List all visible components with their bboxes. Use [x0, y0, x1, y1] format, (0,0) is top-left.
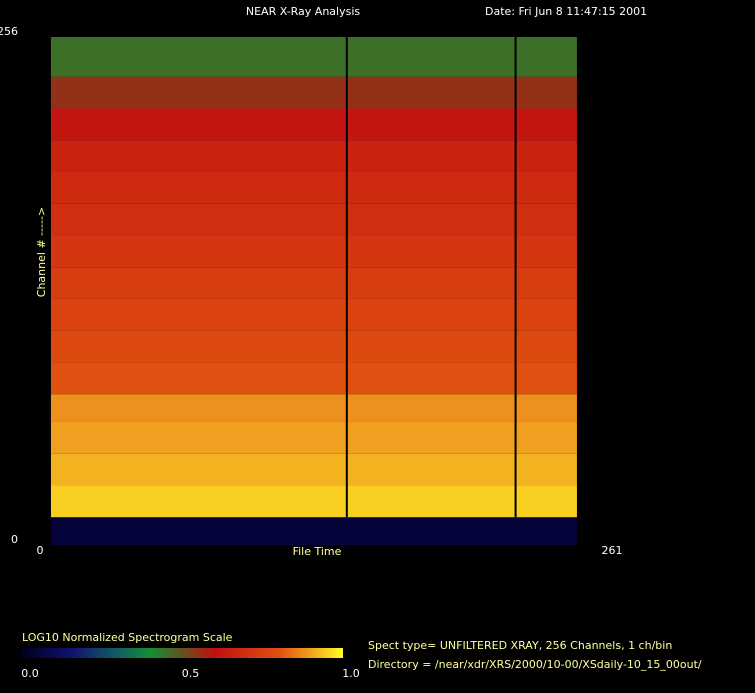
x-tick-label: 0 [37, 544, 44, 557]
spectrogram-band [50, 140, 577, 172]
spectrogram-band [50, 235, 577, 268]
info-line: Directory = /near/xdr/XRS/2000/10-00/XSd… [368, 658, 702, 671]
spectrogram-band [50, 517, 577, 545]
spectrogram-band [50, 171, 577, 204]
x-tick-label: 261 [602, 544, 623, 557]
spectrogram-band [50, 453, 577, 486]
y-tick-label: 256 [0, 25, 18, 38]
spectrogram-band [50, 485, 577, 518]
spectrogram-band [50, 330, 577, 363]
y-axis-label: Channel # -----> [35, 207, 48, 297]
chart-title: NEAR X-Ray Analysis [246, 5, 361, 18]
spectrogram-band [50, 298, 577, 331]
x-axis-label: File Time [293, 545, 342, 558]
spectrogram-band [50, 394, 577, 422]
spectrogram-band [50, 421, 577, 454]
y-tick-label: 0 [11, 533, 18, 546]
date: Date: Fri Jun 8 11:47:15 2001 [485, 5, 647, 18]
colorbar-title: LOG10 Normalized Spectrogram Scale [22, 631, 233, 644]
spectrogram-band [50, 203, 577, 236]
spectrogram-band [50, 362, 577, 395]
spectrogram-band [50, 76, 577, 109]
spectrogram-band [50, 108, 577, 141]
colorbar-tick-label: 1.0 [342, 667, 360, 680]
colorbar [22, 648, 343, 658]
info-line: Spect type= UNFILTERED XRAY, 256 Channel… [368, 639, 672, 652]
colorbar-tick-label: 0.5 [182, 667, 200, 680]
spectrogram-band [50, 267, 577, 299]
colorbar-tick-label: 0.0 [21, 667, 39, 680]
spectrogram-band [50, 37, 577, 77]
